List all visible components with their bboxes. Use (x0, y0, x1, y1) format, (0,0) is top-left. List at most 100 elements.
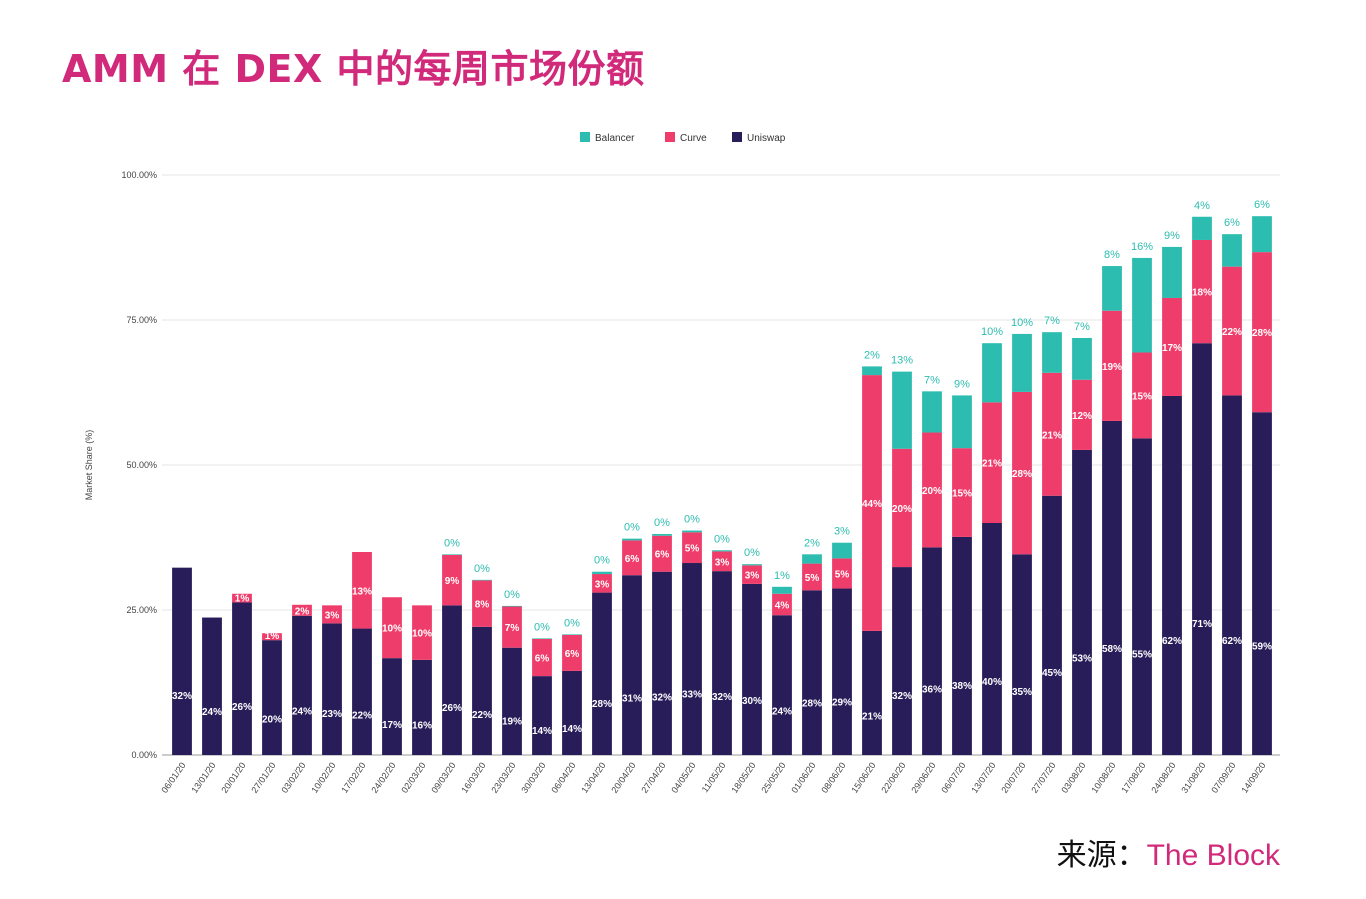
chart-bars: 32% 24% 26% 1% 20% 1% 24% 2% 23% 3% 22% 13% 17% 10% 16… (172, 199, 1272, 755)
x-tick-label: 07/09/20 (1209, 760, 1237, 794)
data-label-balancer: 13% (891, 355, 913, 367)
bar-curve-4 (292, 604, 312, 616)
legend-label-curve: Curve (680, 133, 707, 144)
source-name: The Block (1146, 839, 1280, 872)
bar-curve-34 (1192, 239, 1212, 344)
bar-balancer-9 (442, 554, 462, 555)
bar-uniswap-10 (472, 626, 492, 755)
data-label-curve: 28% (1012, 469, 1032, 480)
data-label-curve: 19% (1102, 362, 1122, 373)
data-label-curve: 20% (892, 504, 912, 515)
data-label-balancer: 0% (474, 563, 490, 575)
data-label-uniswap: 24% (202, 707, 222, 718)
bar-balancer-21 (802, 554, 822, 564)
bar-curve-26 (952, 448, 972, 537)
bar-curve-29 (1042, 372, 1062, 496)
bar-curve-2 (232, 593, 252, 603)
data-label-curve: 20% (922, 486, 942, 497)
bar-curve-33 (1162, 297, 1182, 396)
bar-balancer-33 (1162, 246, 1182, 298)
data-label-uniswap: 26% (442, 703, 462, 714)
data-label-uniswap: 22% (472, 710, 492, 721)
bar-curve-9 (442, 554, 462, 606)
data-label-curve: 18% (1192, 288, 1212, 299)
data-label-balancer: 8% (1104, 249, 1120, 261)
x-tick-label: 16/03/20 (459, 760, 487, 794)
data-label-curve: 21% (982, 459, 1002, 470)
data-label-uniswap: 59% (1252, 641, 1272, 652)
bar-uniswap-15 (622, 575, 642, 755)
legend-swatch-curve (665, 132, 675, 142)
bar-uniswap-23 (862, 630, 882, 755)
x-tick-label: 30/03/20 (519, 760, 547, 794)
chart-legend: Balancer Curve Uniswap (580, 132, 786, 144)
data-label-uniswap: 22% (352, 711, 372, 722)
data-label-balancer: 1% (774, 570, 790, 582)
data-label-balancer: 0% (744, 547, 760, 559)
bar-uniswap-13 (562, 670, 582, 755)
data-label-balancer: 0% (714, 533, 730, 545)
data-label-uniswap: 28% (592, 699, 612, 710)
bar-curve-11 (502, 606, 522, 648)
data-label-uniswap: 53% (1072, 653, 1092, 664)
data-label-balancer: 0% (534, 621, 550, 633)
x-tick-label: 08/06/20 (819, 760, 847, 794)
data-label-uniswap: 45% (1042, 668, 1062, 679)
bar-uniswap-9 (442, 605, 462, 755)
data-label-uniswap: 20% (262, 714, 282, 725)
bar-balancer-26 (952, 395, 972, 449)
data-label-balancer: 0% (504, 589, 520, 601)
data-label-curve: 22% (1222, 327, 1242, 338)
x-tick-label: 15/06/20 (849, 760, 877, 794)
bar-uniswap-30 (1072, 449, 1092, 755)
x-tick-label: 14/09/20 (1239, 760, 1267, 794)
bar-curve-28 (1012, 391, 1032, 555)
data-label-uniswap: 35% (1012, 687, 1032, 698)
x-tick-label: 27/07/20 (1029, 760, 1057, 794)
x-tick-label: 24/02/20 (369, 760, 397, 794)
bar-curve-32 (1132, 352, 1152, 439)
bar-uniswap-14 (592, 592, 612, 755)
data-label-balancer: 9% (1164, 230, 1180, 242)
bar-uniswap-35 (1222, 395, 1242, 755)
bar-curve-19 (742, 565, 762, 584)
data-label-uniswap: 33% (682, 690, 702, 701)
x-tick-label: 13/01/20 (189, 760, 217, 794)
bar-uniswap-7 (382, 658, 402, 755)
bar-balancer-18 (712, 550, 732, 552)
bar-balancer-16 (652, 534, 672, 536)
bar-balancer-19 (742, 564, 762, 566)
data-label-curve: 5% (685, 544, 700, 555)
legend-swatch-uniswap (732, 132, 742, 142)
bar-uniswap-16 (652, 571, 672, 755)
data-label-uniswap: 23% (322, 709, 342, 720)
data-label-balancer: 7% (1044, 315, 1060, 327)
bar-uniswap-2 (232, 602, 252, 755)
data-label-curve: 21% (1042, 430, 1062, 441)
bar-balancer-29 (1042, 332, 1062, 373)
data-label-curve: 8% (475, 600, 490, 611)
bar-uniswap-31 (1102, 420, 1122, 755)
x-tick-label: 10/08/20 (1089, 760, 1117, 794)
data-label-curve: 7% (505, 623, 520, 634)
x-tick-label: 09/03/20 (429, 760, 457, 794)
x-tick-label: 13/07/20 (969, 760, 997, 794)
data-label-curve: 2% (295, 606, 310, 617)
bar-curve-8 (412, 605, 432, 660)
bar-uniswap-12 (532, 676, 552, 755)
x-tick-label: 13/04/20 (579, 760, 607, 794)
bar-curve-20 (772, 593, 792, 616)
data-label-curve: 12% (1072, 411, 1092, 422)
bar-balancer-11 (502, 605, 522, 607)
bar-uniswap-18 (712, 571, 732, 755)
bar-uniswap-3 (262, 640, 282, 755)
bar-uniswap-1 (202, 617, 222, 755)
data-label-curve: 6% (565, 649, 580, 660)
bar-curve-17 (682, 532, 702, 564)
bar-curve-25 (922, 432, 942, 548)
x-tick-label: 18/05/20 (729, 760, 757, 794)
x-tick-label: 20/07/20 (999, 760, 1027, 794)
data-label-balancer: 6% (1254, 199, 1270, 211)
data-label-curve: 10% (382, 624, 402, 635)
